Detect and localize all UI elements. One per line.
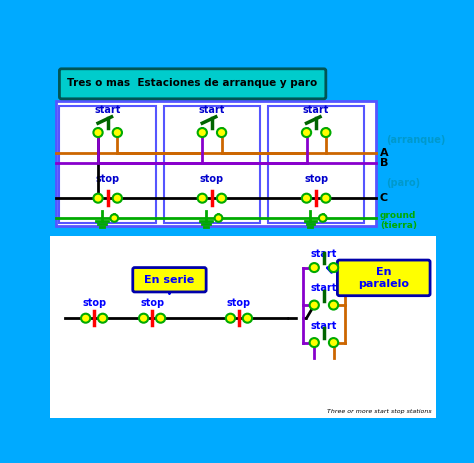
Text: Tres o mas  Estaciones de arranque y paro: Tres o mas Estaciones de arranque y paro	[67, 78, 318, 88]
Circle shape	[310, 338, 319, 347]
Circle shape	[321, 194, 330, 203]
Circle shape	[302, 194, 311, 203]
Text: (arranque): (arranque)	[386, 135, 445, 145]
Text: stop: stop	[227, 298, 251, 308]
Circle shape	[113, 194, 122, 203]
Text: En
paralelo: En paralelo	[358, 267, 409, 289]
Circle shape	[139, 314, 148, 323]
Text: stop: stop	[140, 298, 164, 308]
Circle shape	[217, 194, 226, 203]
Circle shape	[329, 338, 338, 347]
Text: ground
(tierra): ground (tierra)	[380, 211, 417, 231]
FancyBboxPatch shape	[59, 69, 326, 99]
Circle shape	[310, 300, 319, 310]
Circle shape	[81, 314, 91, 323]
Text: start: start	[94, 105, 121, 115]
Text: (paro): (paro)	[386, 178, 420, 188]
Circle shape	[113, 128, 122, 137]
Circle shape	[217, 128, 226, 137]
FancyBboxPatch shape	[164, 106, 260, 223]
Circle shape	[310, 263, 319, 272]
Text: start: start	[310, 321, 337, 331]
Circle shape	[319, 214, 327, 222]
Circle shape	[226, 314, 235, 323]
FancyBboxPatch shape	[133, 268, 206, 292]
Text: En serie: En serie	[144, 275, 195, 285]
Circle shape	[156, 314, 165, 323]
Text: start: start	[199, 105, 225, 115]
FancyBboxPatch shape	[50, 236, 436, 418]
Text: start: start	[303, 105, 329, 115]
Text: A: A	[380, 148, 389, 158]
FancyBboxPatch shape	[337, 260, 430, 296]
Text: start: start	[310, 250, 337, 259]
Circle shape	[198, 194, 207, 203]
FancyBboxPatch shape	[59, 106, 156, 223]
Text: stop: stop	[82, 298, 106, 308]
Text: start: start	[310, 283, 337, 293]
Circle shape	[329, 263, 338, 272]
Circle shape	[243, 314, 252, 323]
Circle shape	[198, 128, 207, 137]
Text: stop: stop	[96, 175, 120, 184]
FancyBboxPatch shape	[268, 106, 365, 223]
Circle shape	[321, 128, 330, 137]
Text: stop: stop	[200, 175, 224, 184]
Circle shape	[302, 128, 311, 137]
Circle shape	[215, 214, 222, 222]
Circle shape	[93, 194, 103, 203]
Text: C: C	[380, 193, 388, 203]
Circle shape	[329, 300, 338, 310]
Text: Three or more start stop stations: Three or more start stop stations	[328, 409, 432, 414]
FancyBboxPatch shape	[55, 100, 376, 226]
Text: B: B	[380, 158, 388, 169]
Circle shape	[98, 314, 107, 323]
Circle shape	[110, 214, 118, 222]
Text: stop: stop	[304, 175, 328, 184]
Circle shape	[93, 128, 103, 137]
